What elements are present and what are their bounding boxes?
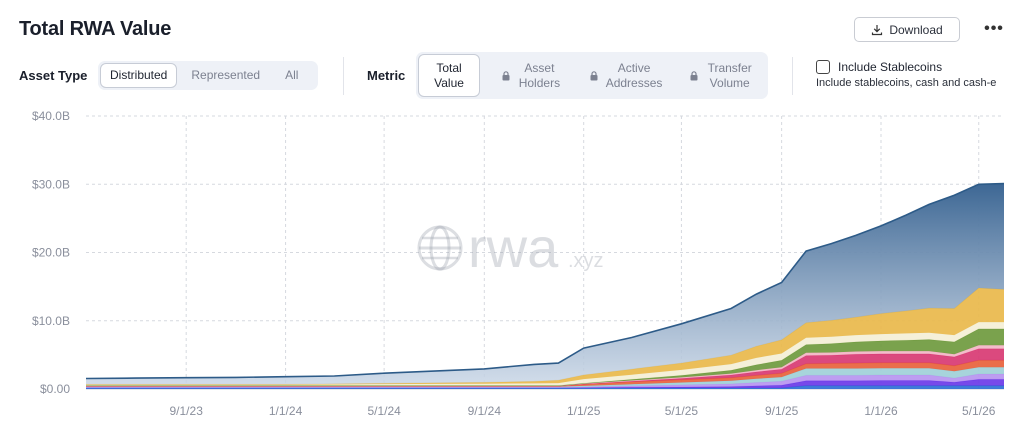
asset-type-label: Asset Type (19, 68, 88, 83)
metric-option-active-addresses[interactable]: Active Addresses (577, 61, 674, 91)
include-stablecoins-label: Include Stablecoins (838, 60, 943, 74)
include-stablecoins-checkbox[interactable] (816, 60, 830, 74)
watermark-text: rwa (468, 216, 559, 279)
x-tick-label: 9/1/24 (468, 404, 502, 418)
series-area (86, 374, 1004, 388)
lock-icon (590, 70, 598, 80)
globe-icon (417, 225, 463, 271)
x-tick-label: 9/1/23 (170, 404, 204, 418)
y-tick-label: $40.0B (32, 109, 70, 123)
y-axis: $0.00 $10.0B $20.0B $30.0B $40.0B (32, 109, 70, 396)
metric-label: Metric (367, 68, 406, 83)
metric-option-label: Transfer Volume (707, 60, 752, 90)
y-tick-label: $20.0B (32, 246, 70, 260)
asset-type-option-distributed[interactable]: Distributed (100, 63, 178, 88)
x-tick-label: 5/1/26 (962, 404, 996, 418)
more-options-button[interactable]: ••• (984, 20, 1004, 37)
watermark: rwa .xyz (417, 216, 604, 279)
metric-option-total-value[interactable]: Total Value (418, 54, 481, 97)
metric-option-asset-holders[interactable]: Asset Holders (480, 61, 577, 91)
x-tick-label: 9/1/25 (765, 404, 799, 418)
include-stablecoins-description: Include stablecoins, cash and cash-e (816, 77, 997, 89)
download-icon (872, 24, 883, 35)
asset-type-option-all[interactable]: All (285, 68, 299, 82)
metric-option-label: Total Value (434, 60, 464, 90)
series-area (86, 367, 1004, 388)
series-area (86, 183, 1004, 385)
metric-option-transfer-volume[interactable]: Transfer Volume (673, 61, 768, 91)
x-axis: 9/1/23 1/1/24 5/1/24 9/1/24 1/1/25 5/1/25 9/1/… (170, 404, 996, 418)
y-tick-label: $30.0B (32, 177, 70, 191)
series-line (85, 182, 1005, 380)
metric-option-label: Asset Holders (518, 60, 561, 90)
rwa-value-chart: rwa .xyz $0.00 $10.0B $20.0B $30.0B $40.0B 9… (32, 109, 1005, 418)
metric-segmented-control: Total Value Asset Holders Active Address… (416, 52, 768, 99)
lock-icon (690, 70, 698, 80)
page-title: Total RWA Value (19, 18, 172, 40)
watermark-suffix: .xyz (568, 250, 604, 272)
lock-icon (502, 70, 510, 80)
x-tick-label: 5/1/25 (665, 404, 699, 418)
series-area (86, 288, 1004, 385)
divider (343, 57, 344, 95)
y-tick-label: $10.0B (32, 314, 70, 328)
y-tick-label: $0.00 (40, 382, 70, 396)
asset-type-segmented-control: Distributed Represented All (98, 61, 318, 90)
x-tick-label: 1/1/25 (567, 404, 601, 418)
x-tick-label: 1/1/26 (864, 404, 898, 418)
metric-option-label: Active Addresses (605, 60, 663, 90)
x-tick-label: 5/1/24 (367, 404, 401, 418)
divider (792, 57, 793, 95)
asset-type-option-represented[interactable]: Represented (191, 68, 261, 82)
x-tick-label: 1/1/24 (269, 404, 303, 418)
chart-areas (85, 182, 1005, 389)
download-button[interactable]: Download (854, 17, 960, 42)
download-label: Download (889, 22, 943, 37)
